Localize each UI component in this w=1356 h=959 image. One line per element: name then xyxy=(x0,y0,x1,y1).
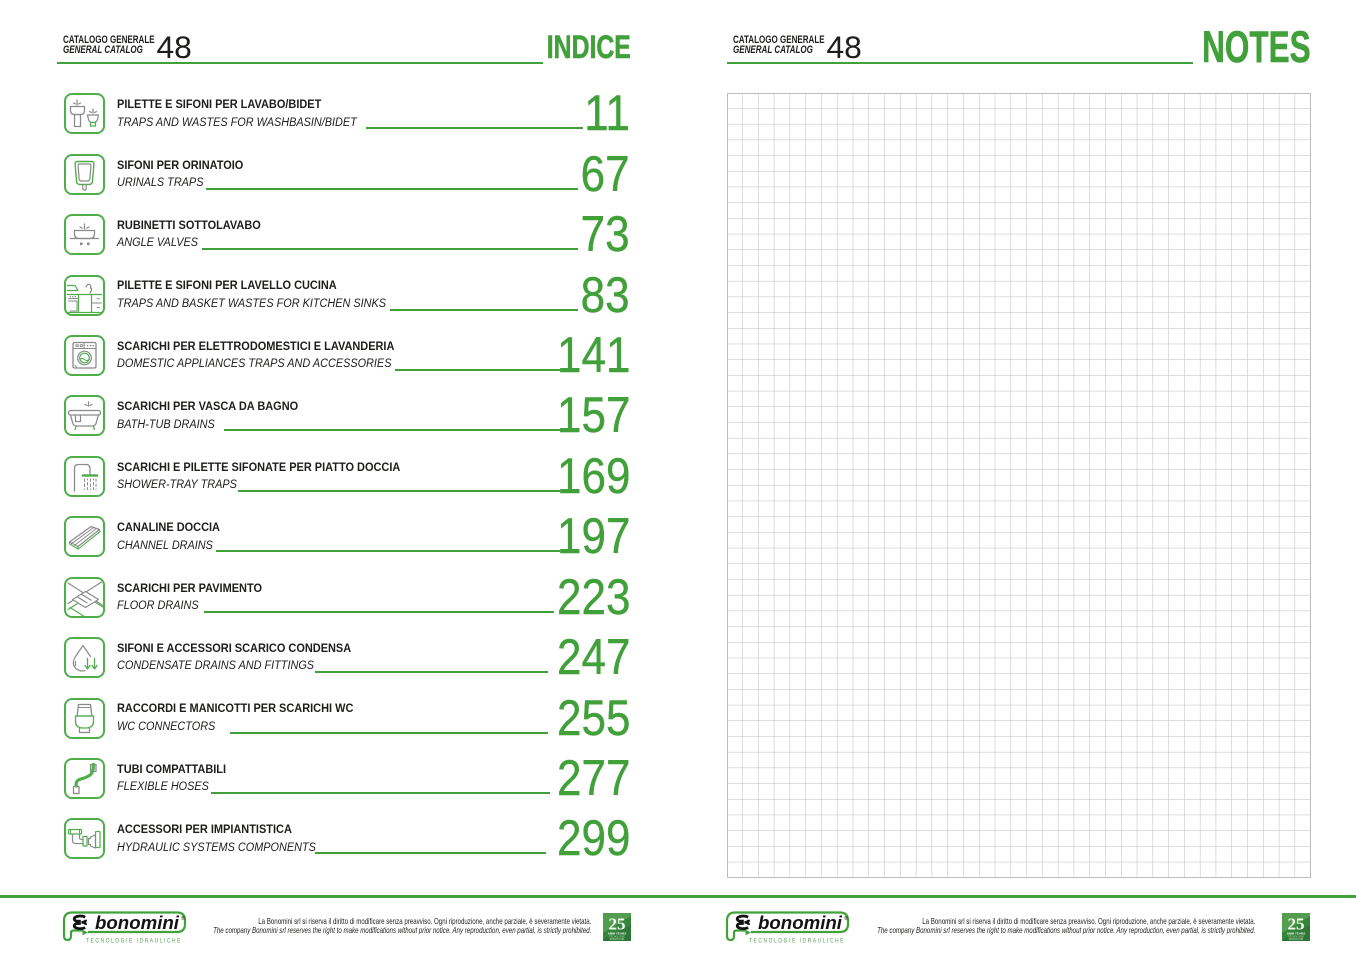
svg-text:TECNOLOGIE: TECNOLOGIE xyxy=(1288,936,1304,939)
svg-text:IDRAULICHE: IDRAULICHE xyxy=(610,938,625,941)
svg-text:ANNI YEARS: ANNI YEARS xyxy=(608,932,626,936)
svg-text:bonomini: bonomini xyxy=(95,913,180,933)
svg-text:ANNI YEARS: ANNI YEARS xyxy=(1287,932,1305,936)
svg-text:25: 25 xyxy=(609,915,626,934)
svg-text:TECNOLOGIE IDRAULICHE: TECNOLOGIE IDRAULICHE xyxy=(749,938,845,945)
svg-text:25: 25 xyxy=(1288,915,1305,934)
svg-text:IDRAULICHE: IDRAULICHE xyxy=(1289,938,1304,941)
svg-text:®: ® xyxy=(181,915,185,922)
svg-text:TECNOLOGIE: TECNOLOGIE xyxy=(609,936,625,939)
svg-text:bonomini: bonomini xyxy=(758,913,843,933)
svg-text:®: ® xyxy=(844,915,848,922)
svg-text:TECNOLOGIE IDRAULICHE: TECNOLOGIE IDRAULICHE xyxy=(86,937,182,944)
